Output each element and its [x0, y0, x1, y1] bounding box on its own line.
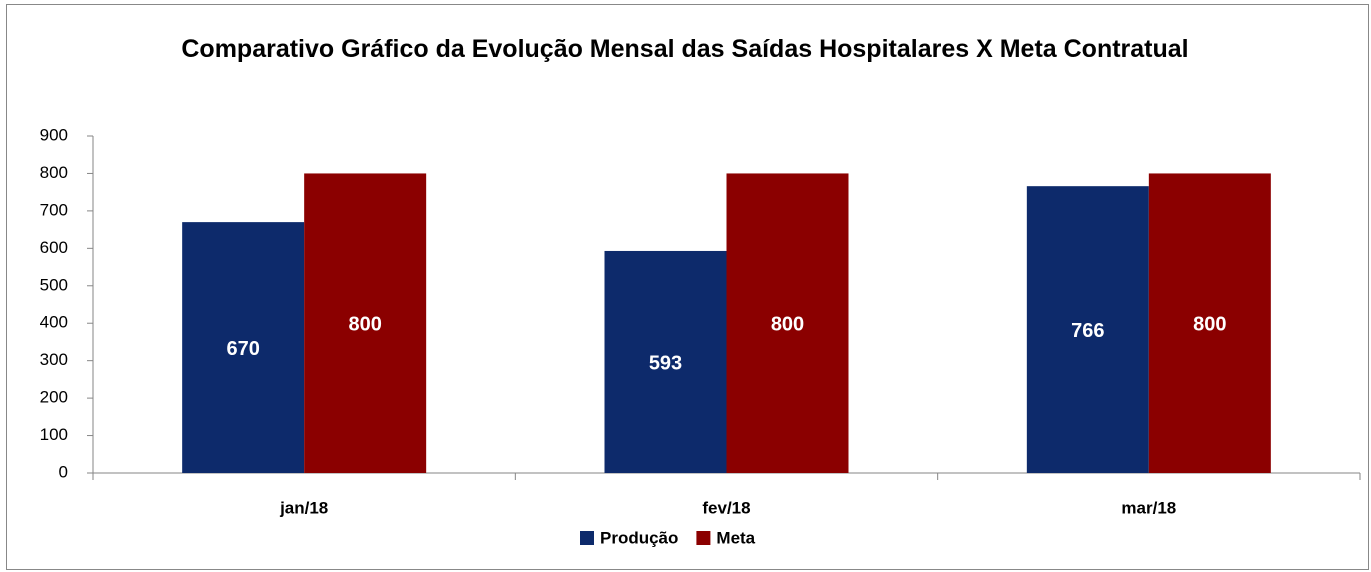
value-label: 593: [649, 352, 682, 374]
chart-title: Comparativo Gráfico da Evolução Mensal d…: [181, 35, 1189, 63]
value-label: 800: [1193, 314, 1226, 336]
legend-swatch: [696, 531, 711, 545]
bar: [182, 222, 305, 473]
y-tick-label: 0: [59, 462, 68, 481]
bar: [604, 250, 727, 473]
legend-label: Meta: [716, 528, 755, 547]
bar: [1148, 173, 1271, 473]
y-tick-label: 100: [40, 425, 68, 444]
value-label: 766: [1071, 320, 1104, 342]
y-tick-label: 200: [40, 388, 68, 407]
value-label: 800: [771, 314, 804, 336]
bar: [726, 173, 849, 473]
x-tick-label: mar/18: [1121, 498, 1176, 517]
x-tick-label: fev/18: [702, 498, 750, 517]
y-tick-label: 300: [40, 350, 68, 369]
bar: [304, 173, 427, 473]
legend-label: Produção: [600, 528, 678, 547]
y-tick-label: 600: [40, 238, 68, 257]
y-tick-label: 800: [40, 163, 68, 182]
y-tick-label: 500: [40, 275, 68, 294]
x-tick-label: jan/18: [279, 498, 328, 517]
bar: [1026, 186, 1149, 474]
y-tick-label: 400: [40, 313, 68, 332]
legend-swatch: [580, 531, 594, 545]
value-label: 800: [348, 314, 381, 336]
value-label: 670: [226, 338, 259, 360]
chart-border: [6, 4, 1369, 570]
y-tick-label: 900: [40, 125, 68, 144]
y-tick-label: 700: [40, 200, 68, 219]
